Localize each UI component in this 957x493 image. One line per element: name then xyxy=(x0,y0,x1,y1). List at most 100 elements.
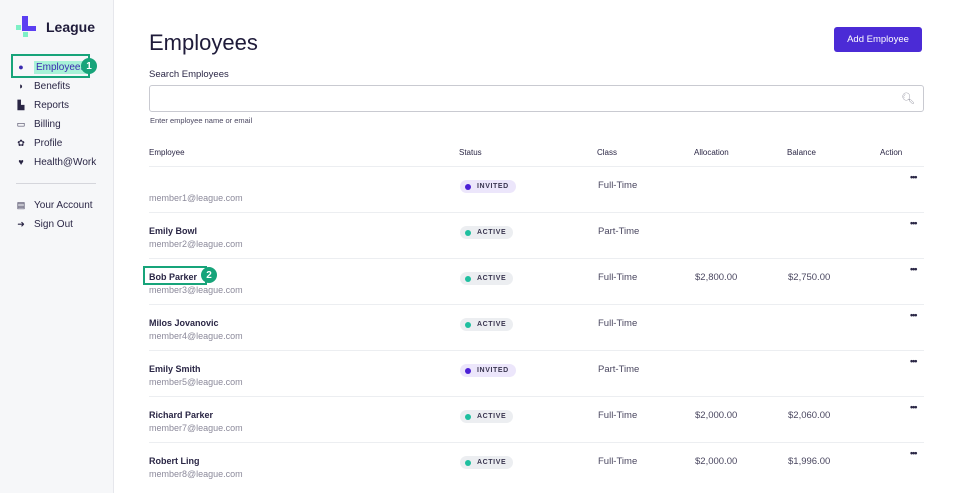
column-header-employee[interactable]: Employee xyxy=(149,148,185,157)
sidebar-item-label: Health@Work xyxy=(34,156,97,168)
search-input[interactable]: 🔍︎ xyxy=(149,85,924,112)
sidebar-item-profile[interactable]: ✿ Profile xyxy=(16,134,62,152)
employee-balance: $2,750.00 xyxy=(788,272,831,283)
status-dot-icon xyxy=(465,183,471,190)
status-text: ACTIVE xyxy=(477,321,507,328)
status-dot-icon xyxy=(465,413,471,420)
status-dot-icon xyxy=(465,275,471,282)
sidebar-item-label: Benefits xyxy=(34,80,71,92)
status-text: ACTIVE xyxy=(477,275,507,282)
employee-allocation: $2,800.00 xyxy=(695,272,738,283)
status-text: ACTIVE xyxy=(477,413,507,420)
more-actions-icon[interactable]: ••• xyxy=(910,172,918,182)
search-label: Search Employees xyxy=(149,69,229,80)
employee-email: member1@league.com xyxy=(149,193,243,203)
employee-balance: $2,060.00 xyxy=(788,410,831,421)
employee-name[interactable]: Milos Jovanovic xyxy=(149,318,219,328)
more-actions-icon[interactable]: ••• xyxy=(910,448,918,458)
status-dot-icon xyxy=(465,367,471,374)
status-dot-icon xyxy=(465,459,471,466)
sidebar-item-benefits[interactable]: ◗ Benefits xyxy=(16,77,70,95)
more-actions-icon[interactable]: ••• xyxy=(910,218,918,228)
employee-name[interactable]: Emily Bowl xyxy=(149,226,198,236)
employee-class: Full-Time xyxy=(598,318,638,329)
employee-allocation: $2,000.00 xyxy=(695,410,738,421)
league-logo[interactable]: League xyxy=(16,16,95,38)
more-actions-icon[interactable]: ••• xyxy=(910,310,918,320)
status-badge: INVITED xyxy=(460,364,516,377)
employee-class: Full-Time xyxy=(598,272,638,283)
page-title: Employees xyxy=(149,30,258,55)
column-header-allocation[interactable]: Allocation xyxy=(694,148,729,157)
chart-icon: ▙ xyxy=(17,99,25,110)
brand-name: League xyxy=(46,19,96,35)
employee-class: Part-Time xyxy=(598,364,640,375)
status-dot-icon xyxy=(465,321,471,328)
status-badge: ACTIVE xyxy=(460,410,514,423)
employee-name[interactable]: Richard Parker xyxy=(149,410,214,420)
employee-email: member8@league.com xyxy=(149,469,243,479)
column-header-status[interactable]: Status xyxy=(459,148,482,157)
sign-out-icon: ➜ xyxy=(17,218,25,229)
table-row: Emily Smith member5@league.com INVITED P… xyxy=(149,350,924,396)
sidebar-item-employees[interactable]: ● Employees xyxy=(16,58,88,76)
sidebar-item-billing[interactable]: ▭ Billing xyxy=(16,115,61,133)
employee-name[interactable]: Bob Parker xyxy=(149,272,198,282)
sidebar-item-label: Sign Out xyxy=(34,218,73,230)
sidebar: League ● Employees ◗ Benefits ▙ Reports ▭ Billi… xyxy=(0,0,114,493)
table-row: Bob Parker member3@league.com ACTIVE Ful… xyxy=(149,258,924,304)
shield-icon: ◗ xyxy=(18,81,24,91)
employee-name[interactable]: Robert Ling xyxy=(149,456,200,466)
sidebar-item-youraccount[interactable]: ▤ Your Account xyxy=(16,196,93,214)
status-dot-icon xyxy=(465,229,471,236)
more-actions-icon[interactable]: ••• xyxy=(910,356,918,366)
add-employee-button[interactable]: Add Employee xyxy=(834,27,922,52)
annotation-box-2 xyxy=(143,266,207,285)
table-row: Emily Bowl member2@league.com ACTIVE Par… xyxy=(149,212,924,258)
sidebar-divider xyxy=(16,183,96,184)
user-icon: ● xyxy=(18,62,24,72)
employee-class: Part-Time xyxy=(598,226,640,237)
sidebar-item-signout[interactable]: ➜ Sign Out xyxy=(16,215,73,233)
employee-name[interactable]: Emily Smith xyxy=(149,364,201,374)
heart-icon: ♥ xyxy=(18,157,24,167)
employee-email: member7@league.com xyxy=(149,423,243,433)
employee-allocation: $2,000.00 xyxy=(695,456,738,467)
sidebar-item-healthwork[interactable]: ♥ Health@Work xyxy=(16,153,96,171)
sidebar-item-label: Billing xyxy=(34,118,61,130)
more-actions-icon[interactable]: ••• xyxy=(910,264,918,274)
column-header-class[interactable]: Class xyxy=(597,148,618,157)
sidebar-item-label: Employees xyxy=(34,60,88,74)
sidebar-item-reports[interactable]: ▙ Reports xyxy=(16,96,69,114)
sidebar-item-label: Profile xyxy=(34,137,63,149)
table-row: member1@league.com INVITED Full-Time ••• xyxy=(149,166,924,212)
search-icon: 🔍︎ xyxy=(901,93,915,105)
employee-class: Full-Time xyxy=(598,180,638,191)
status-text: ACTIVE xyxy=(477,459,507,466)
employee-class: Full-Time xyxy=(598,456,638,467)
employee-balance: $1,996.00 xyxy=(788,456,831,467)
employee-email: member2@league.com xyxy=(149,239,243,249)
status-text: ACTIVE xyxy=(477,229,507,236)
status-badge: ACTIVE xyxy=(460,272,514,285)
status-text: INVITED xyxy=(477,367,509,374)
sidebar-item-label: Your Account xyxy=(34,199,93,211)
more-actions-icon[interactable]: ••• xyxy=(910,402,918,412)
status-badge: ACTIVE xyxy=(460,456,514,469)
table-row: Milos Jovanovic member4@league.com ACTIV… xyxy=(149,304,924,350)
employee-email: member5@league.com xyxy=(149,377,243,387)
id-card-icon: ▤ xyxy=(16,199,26,210)
status-badge: INVITED xyxy=(460,180,516,193)
employee-email: member3@league.com xyxy=(149,285,243,295)
column-header-balance[interactable]: Balance xyxy=(787,148,816,157)
annotation-badge-2: 2 xyxy=(201,267,217,283)
annotation-box-1 xyxy=(11,54,90,78)
sidebar-item-label: Reports xyxy=(34,99,70,111)
gear-icon: ✿ xyxy=(17,137,25,148)
table-row: Richard Parker member7@league.com ACTIVE… xyxy=(149,396,924,442)
credit-card-icon: ▭ xyxy=(16,118,26,129)
annotation-badge-1: 1 xyxy=(81,58,97,74)
table-row: Robert Ling member8@league.com ACTIVE Fu… xyxy=(149,442,924,488)
search-hint: Enter employee name or email xyxy=(150,116,253,125)
employee-class: Full-Time xyxy=(598,410,638,421)
